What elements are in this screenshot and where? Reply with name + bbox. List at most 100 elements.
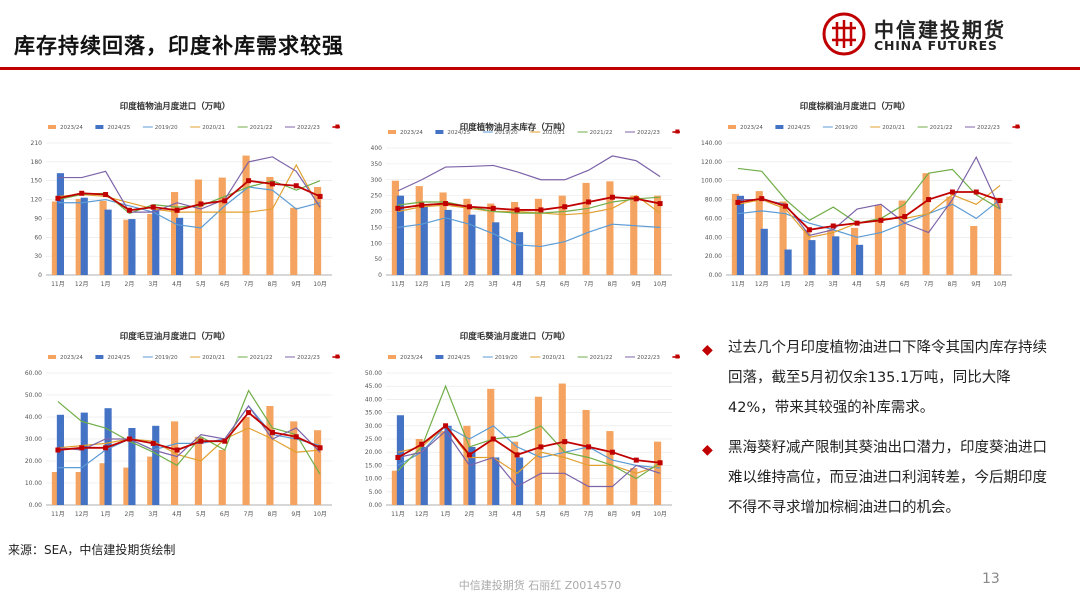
avg-marker (103, 192, 109, 198)
legend-label: 2019/20 (155, 355, 178, 361)
x-tick-label: 8月 (268, 281, 278, 288)
bar (171, 421, 179, 505)
bar (147, 456, 155, 505)
avg-marker (293, 434, 299, 440)
series-line (57, 156, 321, 213)
avg-marker (902, 214, 908, 220)
bar (123, 467, 131, 505)
legend-label: 2023/24 (740, 125, 763, 131)
bar (266, 176, 274, 275)
commentary: ◆ 过去几个月印度植物油进口下降令其国内库存持续回落，截至5月初仅余135.1万… (702, 333, 1052, 533)
avg-marker (443, 201, 449, 207)
bar (444, 209, 452, 275)
x-tick-label: 8月 (268, 511, 278, 518)
avg-marker (633, 457, 639, 463)
y-tick-label: 50.00 (25, 392, 42, 399)
bar (898, 200, 906, 275)
x-tick-label: 9月 (631, 511, 641, 518)
chart-legend: 2023/24 2024/25 2019/20 2020/21 2021/22 2022/… (48, 354, 340, 361)
bar (970, 225, 978, 275)
y-tick-label: 120.00 (701, 159, 722, 166)
legend-label: 2024/25 (447, 130, 470, 136)
bar (654, 195, 662, 275)
avg-marker (633, 196, 639, 202)
bar (104, 408, 112, 505)
bar (439, 192, 447, 275)
legend-swatch (728, 125, 736, 129)
x-tick-label: 4月 (172, 281, 182, 288)
bar (51, 472, 59, 505)
y-tick-label: 350 (371, 161, 383, 168)
x-tick-label: 5月 (196, 281, 206, 288)
avg-marker (126, 207, 132, 213)
x-tick-label: 8月 (948, 281, 958, 288)
y-tick-label: 10.00 (25, 480, 42, 487)
legend-marker (335, 124, 340, 129)
title-divider (0, 67, 1080, 70)
bar (420, 446, 428, 505)
series-line (397, 384, 661, 480)
bar (832, 236, 840, 275)
x-tick-label: 2月 (125, 281, 135, 288)
legend-label: 2020/21 (202, 355, 225, 361)
bar (468, 214, 476, 275)
legend-swatch (435, 130, 444, 134)
series-line (57, 389, 321, 475)
bar (558, 383, 566, 505)
series-line (57, 404, 321, 458)
bar (827, 229, 835, 275)
x-tick-label: 1月 (441, 511, 451, 518)
x-tick-label: 6月 (220, 511, 230, 518)
diamond-bullet-icon: ◆ (702, 342, 713, 358)
series-line (737, 155, 1001, 237)
avg-marker (246, 410, 252, 416)
avg-marker (490, 436, 496, 442)
series-line (57, 405, 321, 469)
y-tick-label: 150 (31, 178, 43, 185)
chart-title: 印度毛葵油月度进口（万吨） (460, 331, 571, 342)
x-tick-label: 7月 (244, 511, 254, 518)
bar (266, 406, 274, 505)
y-tick-label: 200 (371, 209, 383, 216)
avg-marker (609, 449, 615, 455)
x-tick-label: 4月 (852, 281, 862, 288)
x-tick-label: 10月 (653, 511, 667, 518)
x-tick-label: 9月 (631, 281, 641, 288)
y-tick-label: 30.00 (25, 436, 42, 443)
chart-title: 印度植物油月末库存（万吨） (460, 122, 571, 133)
x-tick-label: 9月 (291, 511, 301, 518)
x-tick-label: 3月 (148, 281, 158, 288)
y-tick-label: 40.00 (705, 234, 722, 241)
bar (630, 468, 638, 505)
bar (468, 446, 476, 505)
commentary-text: 过去几个月印度植物油进口下降令其国内库存持续回落，截至5月初仅余135.1万吨，… (728, 340, 1047, 416)
bar (784, 249, 792, 275)
bar (606, 181, 614, 275)
chart-veg-oil-imports: 印度植物油月度进口（万吨） 2023/24 2024/25 2019/20 2020/2… (31, 101, 340, 288)
page-number: 13 (982, 571, 1000, 587)
bar (731, 193, 739, 275)
y-tick-label: 20.00 (25, 458, 42, 465)
avg-marker (174, 207, 180, 213)
x-tick-label: 6月 (560, 511, 570, 518)
bar (242, 417, 250, 505)
legend-label: 2019/20 (155, 125, 178, 131)
bar (99, 463, 107, 505)
bar (314, 187, 322, 275)
page-title: 库存持续回落，印度补库需求较强 (14, 34, 344, 58)
source-note: 来源：SEA，中信建投期货绘制 (8, 543, 176, 557)
x-tick-label: 11月 (391, 511, 405, 518)
legend-marker (1015, 124, 1020, 129)
bar (444, 425, 452, 505)
chart-veg-oil-stocks: 印度植物油月末库存（万吨） 2023/24 2024/25 2019/20 2020/2… (371, 122, 680, 288)
avg-marker (759, 196, 765, 202)
avg-marker (949, 189, 955, 195)
legend-label: 2021/22 (590, 355, 613, 361)
avg-marker (586, 199, 592, 205)
y-tick-label: 100.00 (701, 178, 722, 185)
y-tick-label: 0.00 (709, 272, 723, 279)
x-tick-label: 10月 (313, 281, 327, 288)
chart-title: 印度棕榈油月度进口（万吨） (800, 101, 911, 112)
legend-swatch (435, 355, 444, 359)
x-tick-label: 11月 (391, 281, 405, 288)
